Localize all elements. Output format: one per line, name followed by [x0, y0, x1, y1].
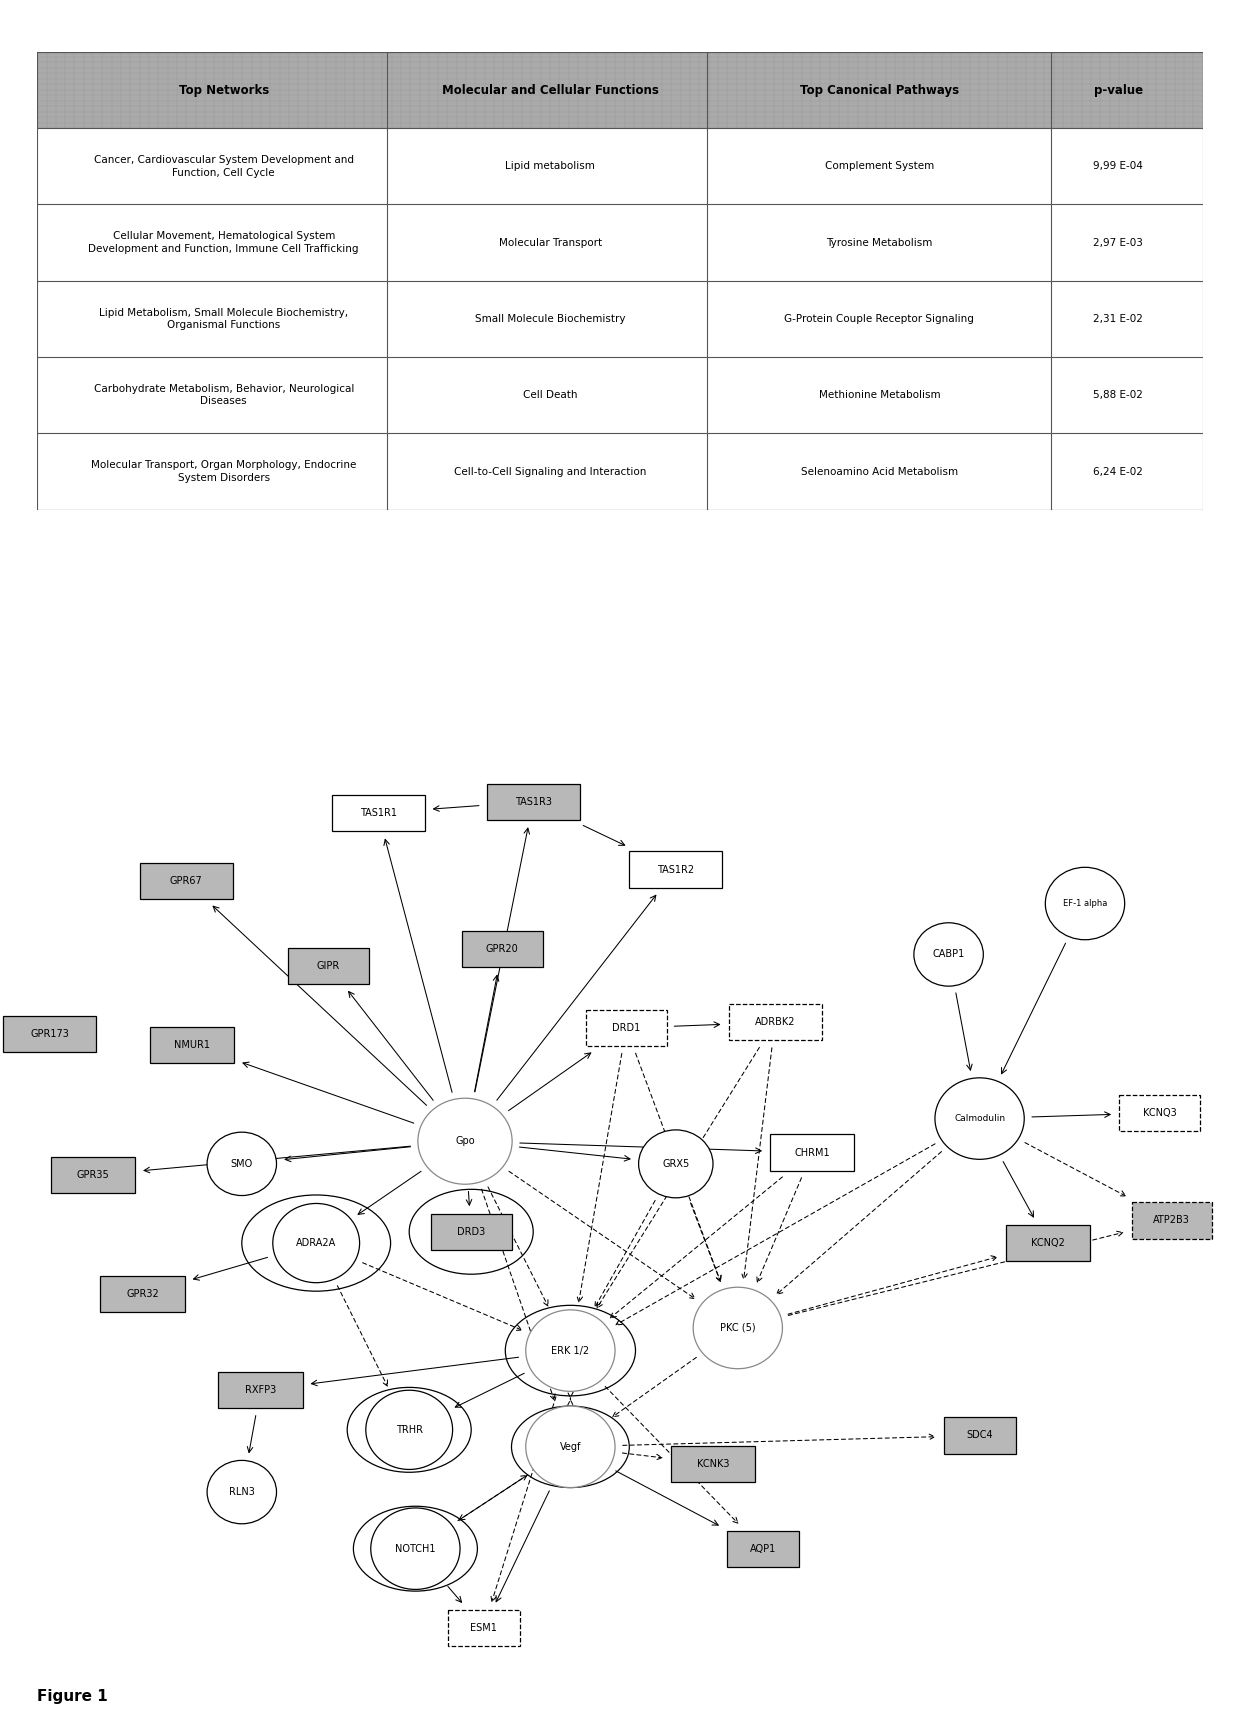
FancyBboxPatch shape	[944, 1417, 1016, 1453]
Text: KCNQ2: KCNQ2	[1030, 1237, 1065, 1248]
Text: GIPR: GIPR	[317, 961, 340, 971]
Text: 9,99 E-04: 9,99 E-04	[1094, 161, 1143, 171]
Circle shape	[935, 1078, 1024, 1159]
Text: TAS1R3: TAS1R3	[515, 797, 552, 807]
Text: Complement System: Complement System	[825, 161, 934, 171]
Bar	[37, 52, 1203, 128]
FancyBboxPatch shape	[288, 947, 370, 983]
Text: KCNQ3: KCNQ3	[1142, 1108, 1177, 1118]
FancyBboxPatch shape	[729, 1004, 821, 1040]
Text: 6,24 E-02: 6,24 E-02	[1094, 467, 1143, 477]
Circle shape	[371, 1509, 460, 1590]
Text: DRD1: DRD1	[613, 1023, 640, 1033]
Text: 2,97 E-03: 2,97 E-03	[1094, 238, 1143, 247]
Circle shape	[914, 923, 983, 987]
Text: DRD3: DRD3	[458, 1227, 485, 1237]
Text: GPR32: GPR32	[126, 1289, 159, 1299]
Text: G-Protein Couple Receptor Signaling: G-Protein Couple Receptor Signaling	[785, 314, 975, 323]
Text: Selenoamino Acid Metabolism: Selenoamino Acid Metabolism	[801, 467, 959, 477]
Text: TAS1R2: TAS1R2	[657, 864, 694, 874]
Text: Molecular and Cellular Functions: Molecular and Cellular Functions	[441, 83, 658, 97]
Text: ADRBK2: ADRBK2	[755, 1018, 795, 1028]
Circle shape	[273, 1203, 360, 1282]
FancyBboxPatch shape	[630, 852, 722, 888]
Text: Top Networks: Top Networks	[179, 83, 269, 97]
FancyBboxPatch shape	[100, 1275, 185, 1312]
FancyBboxPatch shape	[463, 931, 543, 968]
Circle shape	[639, 1130, 713, 1198]
Circle shape	[207, 1132, 277, 1196]
FancyBboxPatch shape	[770, 1134, 854, 1170]
Circle shape	[526, 1310, 615, 1391]
FancyBboxPatch shape	[150, 1026, 234, 1063]
Text: Small Molecule Biochemistry: Small Molecule Biochemistry	[475, 314, 625, 323]
FancyBboxPatch shape	[727, 1531, 799, 1567]
Text: Molecular Transport, Organ Morphology, Endocrine
System Disorders: Molecular Transport, Organ Morphology, E…	[91, 460, 356, 482]
FancyBboxPatch shape	[587, 1009, 667, 1045]
Text: Calmodulin: Calmodulin	[954, 1115, 1006, 1123]
Text: ESM1: ESM1	[470, 1623, 497, 1633]
FancyBboxPatch shape	[4, 1016, 97, 1052]
Text: GPR173: GPR173	[30, 1028, 69, 1039]
Text: AQP1: AQP1	[749, 1543, 776, 1553]
FancyBboxPatch shape	[671, 1446, 755, 1483]
Text: GPR35: GPR35	[77, 1170, 109, 1180]
FancyBboxPatch shape	[1120, 1096, 1200, 1132]
FancyBboxPatch shape	[432, 1213, 512, 1249]
Text: KCNK3: KCNK3	[697, 1458, 729, 1469]
Text: CABP1: CABP1	[932, 949, 965, 959]
Circle shape	[418, 1099, 512, 1184]
Text: GRX5: GRX5	[662, 1159, 689, 1168]
FancyBboxPatch shape	[51, 1158, 135, 1194]
Text: GPR20: GPR20	[486, 943, 518, 954]
Text: Tyrosine Metabolism: Tyrosine Metabolism	[826, 238, 932, 247]
FancyBboxPatch shape	[139, 862, 233, 899]
Text: Cell Death: Cell Death	[523, 391, 578, 401]
Text: ADRA2A: ADRA2A	[296, 1237, 336, 1248]
Text: Gpo: Gpo	[455, 1137, 475, 1146]
Text: Lipid Metabolism, Small Molecule Biochemistry,
Organismal Functions: Lipid Metabolism, Small Molecule Biochem…	[99, 308, 348, 330]
Text: EF-1 alpha: EF-1 alpha	[1063, 899, 1107, 907]
Text: Methionine Metabolism: Methionine Metabolism	[818, 391, 940, 401]
FancyBboxPatch shape	[1131, 1203, 1213, 1239]
Text: p-value: p-value	[1094, 83, 1143, 97]
Text: Vegf: Vegf	[559, 1441, 582, 1452]
Text: 2,31 E-02: 2,31 E-02	[1094, 314, 1143, 323]
Text: CHRM1: CHRM1	[795, 1147, 830, 1158]
Text: Figure 1: Figure 1	[37, 1690, 108, 1704]
Text: Carbohydrate Metabolism, Behavior, Neurological
Diseases: Carbohydrate Metabolism, Behavior, Neuro…	[93, 384, 353, 406]
Text: Top Canonical Pathways: Top Canonical Pathways	[800, 83, 959, 97]
Text: 5,88 E-02: 5,88 E-02	[1094, 391, 1143, 401]
Circle shape	[1045, 867, 1125, 940]
FancyBboxPatch shape	[1006, 1225, 1090, 1261]
Text: TAS1R1: TAS1R1	[360, 809, 397, 817]
Text: NOTCH1: NOTCH1	[396, 1543, 435, 1553]
Text: Cell-to-Cell Signaling and Interaction: Cell-to-Cell Signaling and Interaction	[454, 467, 646, 477]
Text: TRHR: TRHR	[396, 1426, 423, 1434]
Text: Cellular Movement, Hematological System
Development and Function, Immune Cell Tr: Cellular Movement, Hematological System …	[88, 232, 358, 254]
Text: ATP2B3: ATP2B3	[1153, 1215, 1190, 1225]
Text: RLN3: RLN3	[229, 1488, 254, 1496]
FancyBboxPatch shape	[218, 1372, 303, 1408]
FancyBboxPatch shape	[332, 795, 424, 831]
Circle shape	[526, 1407, 615, 1488]
Text: PKC (5): PKC (5)	[720, 1324, 755, 1332]
Text: SDC4: SDC4	[966, 1431, 993, 1441]
Circle shape	[366, 1391, 453, 1469]
Text: RXFP3: RXFP3	[244, 1386, 277, 1394]
FancyBboxPatch shape	[486, 783, 580, 819]
Text: ERK 1/2: ERK 1/2	[552, 1346, 589, 1355]
Text: NMUR1: NMUR1	[174, 1040, 211, 1051]
Text: Cancer, Cardiovascular System Development and
Function, Cell Cycle: Cancer, Cardiovascular System Developmen…	[94, 156, 353, 178]
Circle shape	[693, 1287, 782, 1369]
Text: Lipid metabolism: Lipid metabolism	[505, 161, 595, 171]
Text: Molecular Transport: Molecular Transport	[498, 238, 601, 247]
Text: SMO: SMO	[231, 1159, 253, 1168]
Text: GPR67: GPR67	[170, 876, 202, 886]
Circle shape	[207, 1460, 277, 1524]
FancyBboxPatch shape	[448, 1610, 520, 1647]
